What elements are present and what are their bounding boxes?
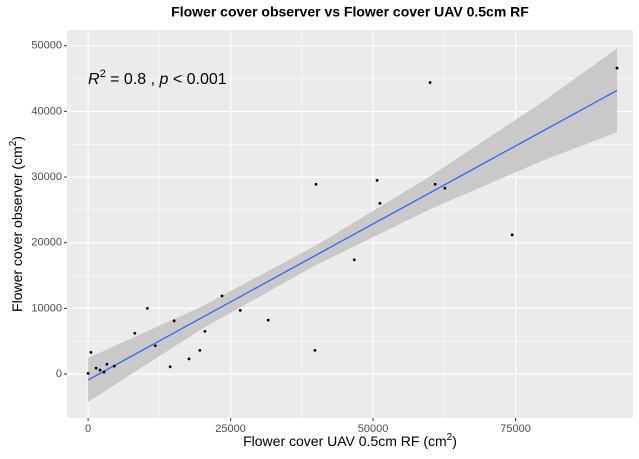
y-axis-label: Flower cover observer (cm2) xyxy=(8,136,25,312)
point xyxy=(433,182,437,186)
point xyxy=(112,364,116,368)
point xyxy=(172,319,176,323)
x-tick-label: 0 xyxy=(85,423,91,435)
point xyxy=(133,331,137,335)
x-tick-label: 50000 xyxy=(358,423,389,435)
point xyxy=(102,370,106,374)
point xyxy=(313,348,317,352)
y-tick-label: 50000 xyxy=(31,40,62,52)
fit-line xyxy=(87,89,618,381)
point xyxy=(375,178,379,182)
y-tick-label: 30000 xyxy=(31,171,62,183)
point xyxy=(314,182,318,186)
y-tick-label: 0 xyxy=(56,368,62,380)
y-label-sup: 2 xyxy=(8,140,19,146)
point xyxy=(352,258,356,262)
point xyxy=(203,329,207,333)
point xyxy=(153,344,157,348)
point xyxy=(510,233,514,237)
annotation-p: p xyxy=(159,71,169,88)
y-label-text: Flower cover observer (cm xyxy=(9,146,25,312)
point xyxy=(266,318,270,322)
point xyxy=(443,186,447,190)
point xyxy=(378,201,382,205)
x-label-sup: 2 xyxy=(447,432,453,443)
y-tick-label: 20000 xyxy=(31,237,62,249)
point xyxy=(98,368,102,372)
x-tick-label: 25000 xyxy=(215,423,246,435)
y-label-end: ) xyxy=(9,136,25,141)
point xyxy=(187,357,191,361)
y-tick-label: 10000 xyxy=(31,302,62,314)
annotation: R2 = 0.8 , p < 0.001 xyxy=(88,68,227,88)
point xyxy=(238,308,242,312)
x-axis-label: Flower cover UAV 0.5cm RF (cm2) xyxy=(243,432,457,449)
point xyxy=(145,306,149,310)
x-tick-label: 75000 xyxy=(500,423,531,435)
annotation-sup: 2 xyxy=(100,68,106,80)
x-label-end: ) xyxy=(452,433,457,449)
point xyxy=(198,348,202,352)
point xyxy=(220,294,224,298)
chart-title: Flower cover observer vs Flower cover UA… xyxy=(171,4,529,20)
x-label-text: Flower cover UAV 0.5cm RF (cm xyxy=(243,433,447,449)
point xyxy=(86,371,90,375)
plot-layer: 0 25000 50000 75000 0 10000 20000 30000 40000 500… xyxy=(31,30,633,435)
y-tick-label: 40000 xyxy=(31,105,62,117)
annotation-r: R xyxy=(88,71,100,88)
annotation-end: < 0.001 xyxy=(168,71,226,88)
point xyxy=(105,362,109,366)
point xyxy=(168,365,172,369)
point xyxy=(428,81,432,84)
point xyxy=(89,350,93,354)
point xyxy=(94,366,98,370)
confidence-band xyxy=(88,48,618,402)
point xyxy=(615,66,619,70)
annotation-mid: = 0.8 , xyxy=(106,71,160,88)
